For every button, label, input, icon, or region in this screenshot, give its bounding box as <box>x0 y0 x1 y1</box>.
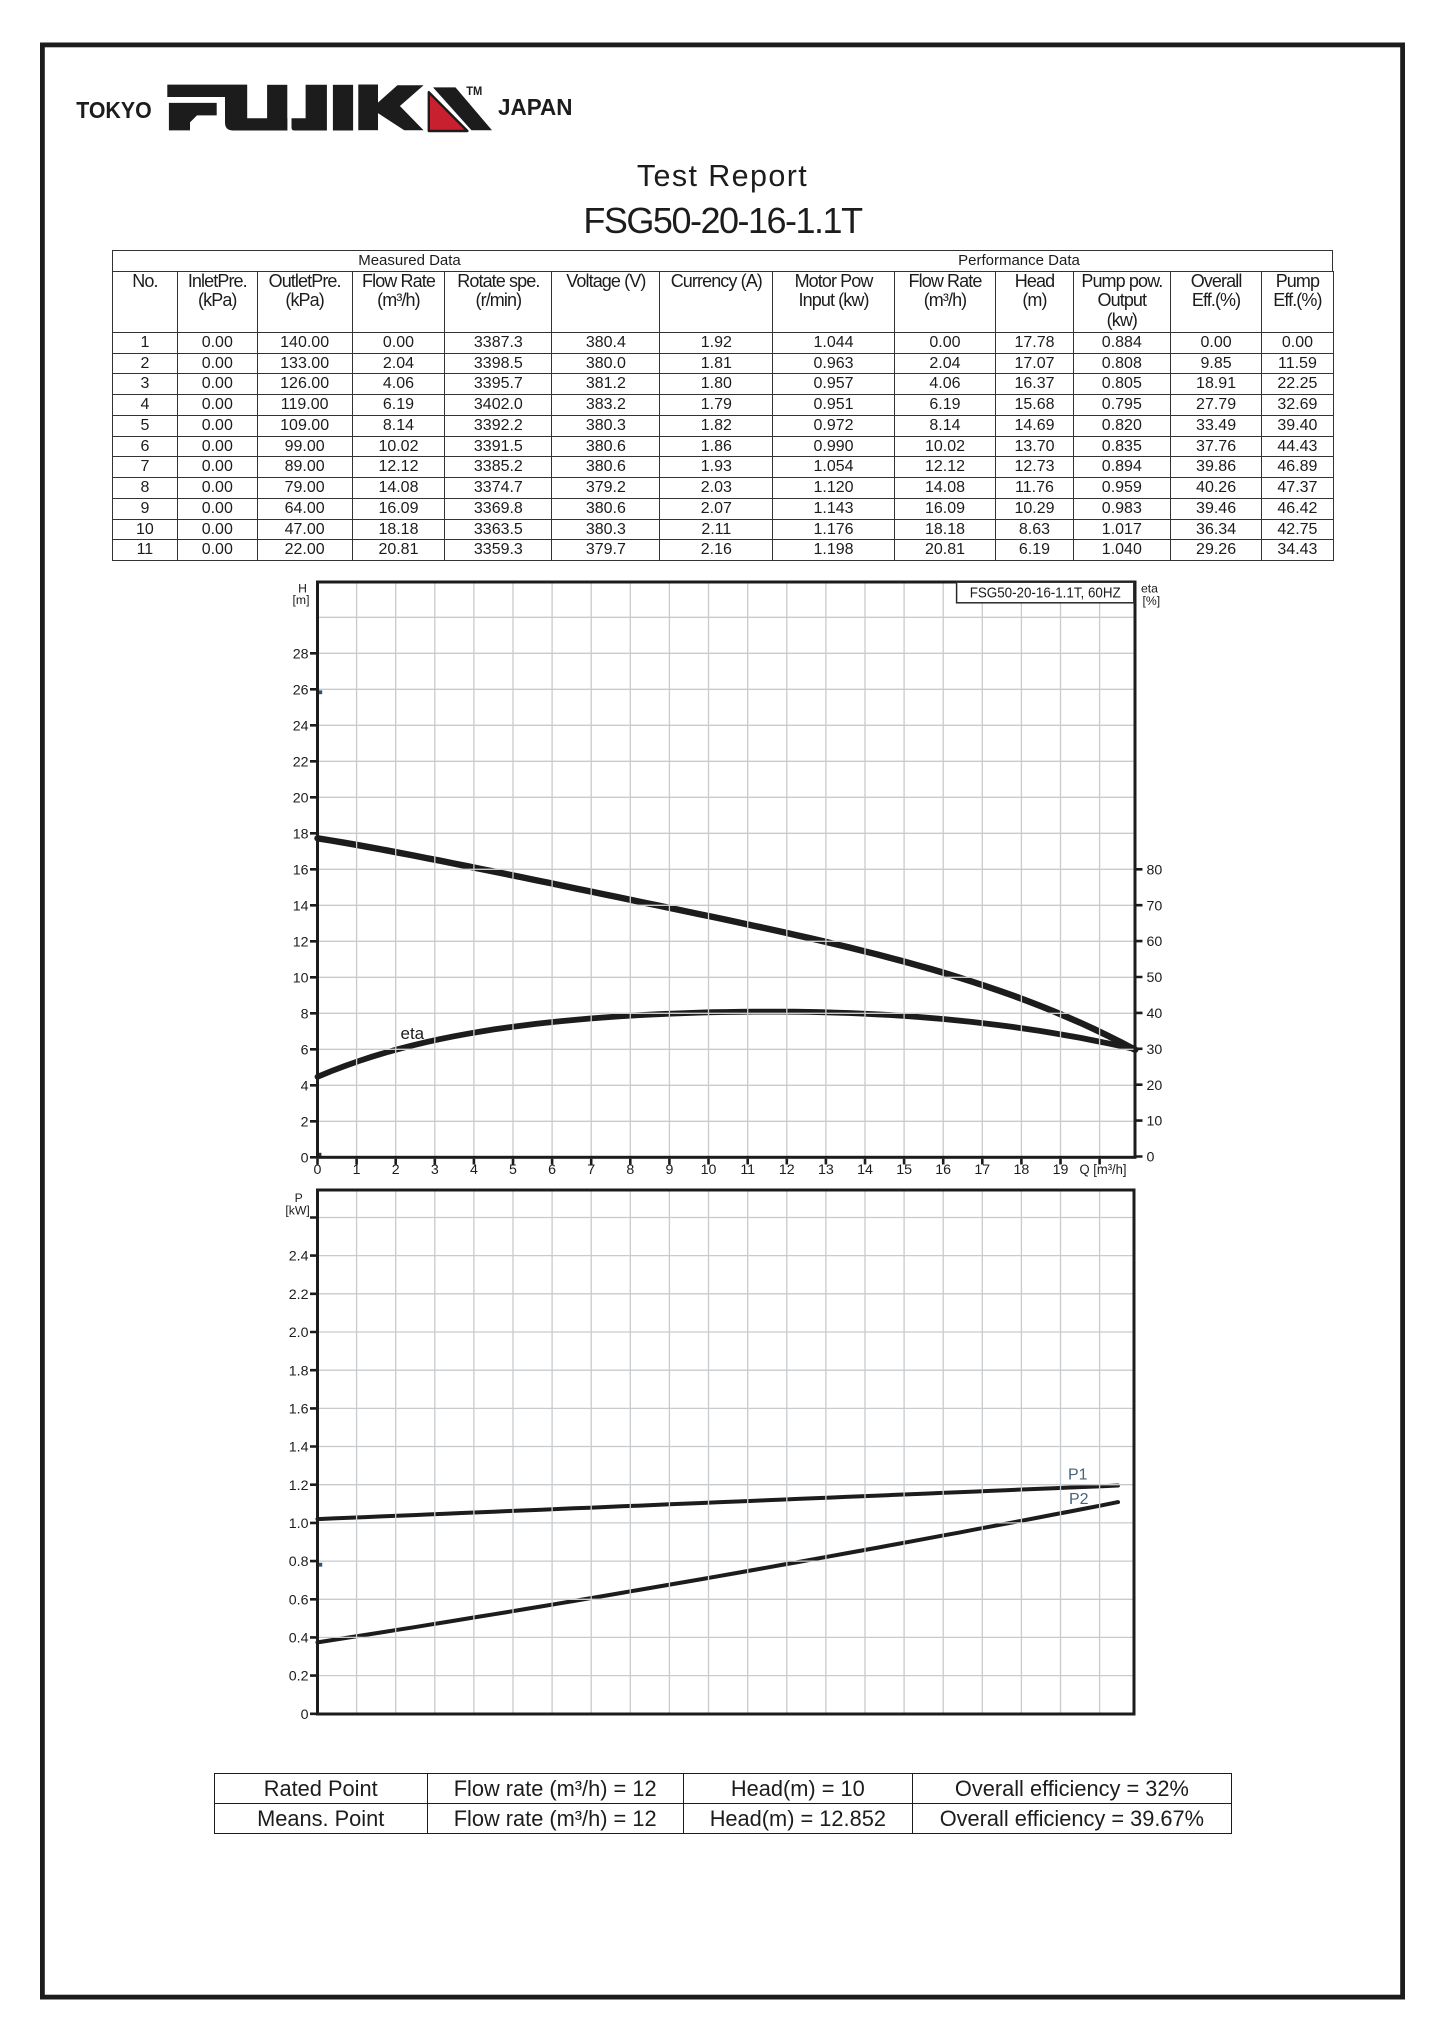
svg-text:30: 30 <box>1147 1042 1163 1058</box>
svg-text:P1: P1 <box>1068 1466 1088 1483</box>
svg-text:11: 11 <box>740 1162 755 1178</box>
svg-text:28: 28 <box>293 646 309 662</box>
svg-text:10: 10 <box>701 1162 717 1178</box>
svg-text:2: 2 <box>392 1162 400 1178</box>
svg-text:[%]: [%] <box>1143 594 1161 608</box>
svg-text:12: 12 <box>293 934 309 950</box>
svg-text:2.0: 2.0 <box>289 1325 309 1341</box>
svg-text:50: 50 <box>1147 970 1163 986</box>
svg-text:1.0: 1.0 <box>289 1516 309 1532</box>
svg-text:2.4: 2.4 <box>289 1249 309 1265</box>
svg-text:40: 40 <box>1147 1006 1163 1022</box>
svg-text:1.4: 1.4 <box>289 1440 309 1456</box>
svg-text:H: H <box>298 581 307 595</box>
svg-text:TM: TM <box>466 84 482 98</box>
svg-text:[m]: [m] <box>293 593 310 607</box>
svg-text:4: 4 <box>301 1078 309 1094</box>
svg-text:7: 7 <box>587 1162 595 1178</box>
svg-text:80: 80 <box>1147 862 1163 878</box>
svg-text:8: 8 <box>301 1006 309 1022</box>
svg-text:0.2: 0.2 <box>289 1669 309 1685</box>
svg-text:2: 2 <box>301 1114 309 1130</box>
svg-text:0.6: 0.6 <box>289 1592 309 1608</box>
svg-text:14: 14 <box>857 1162 873 1178</box>
svg-text:0: 0 <box>314 1162 322 1178</box>
svg-text:4: 4 <box>470 1162 478 1178</box>
svg-text:0: 0 <box>1147 1150 1155 1166</box>
svg-text:eta: eta <box>401 1024 425 1043</box>
svg-text:0.4: 0.4 <box>289 1631 309 1647</box>
svg-text:1.2: 1.2 <box>289 1478 309 1494</box>
svg-text:TOKYO: TOKYO <box>76 97 152 123</box>
svg-text:17: 17 <box>974 1162 990 1178</box>
svg-text:6: 6 <box>301 1042 309 1058</box>
svg-text:13: 13 <box>818 1162 834 1178</box>
svg-text:0: 0 <box>301 1150 309 1166</box>
svg-text:26: 26 <box>293 682 309 698</box>
svg-text:6: 6 <box>548 1162 556 1178</box>
svg-text:0: 0 <box>301 1707 309 1723</box>
svg-text:JAPAN: JAPAN <box>498 94 573 120</box>
svg-text:5: 5 <box>509 1162 517 1178</box>
svg-text:20: 20 <box>293 790 309 806</box>
svg-text:22: 22 <box>293 754 309 770</box>
svg-text:70: 70 <box>1147 898 1163 914</box>
svg-text:16: 16 <box>935 1162 951 1178</box>
svg-text:20: 20 <box>1147 1078 1163 1094</box>
svg-text:14: 14 <box>293 898 309 914</box>
svg-text:3: 3 <box>431 1162 439 1178</box>
svg-text:19: 19 <box>1053 1162 1069 1178</box>
svg-text:9: 9 <box>665 1162 673 1178</box>
svg-text:60: 60 <box>1147 934 1163 950</box>
svg-text:P: P <box>295 1191 303 1205</box>
svg-text:15: 15 <box>896 1162 912 1178</box>
svg-text:P2: P2 <box>1069 1491 1089 1508</box>
svg-text:2.2: 2.2 <box>289 1287 309 1303</box>
svg-text:12: 12 <box>779 1162 795 1178</box>
svg-text:24: 24 <box>293 718 309 734</box>
svg-text:8: 8 <box>626 1162 634 1178</box>
svg-text:18: 18 <box>1014 1162 1030 1178</box>
svg-text:10: 10 <box>1147 1114 1163 1130</box>
svg-text:1: 1 <box>353 1162 361 1178</box>
svg-text:18: 18 <box>293 826 309 842</box>
svg-text:[kW]: [kW] <box>285 1203 309 1217</box>
svg-text:FSG50-20-16-1.1T, 60HZ: FSG50-20-16-1.1T, 60HZ <box>970 585 1121 602</box>
svg-text:16: 16 <box>293 862 309 878</box>
svg-text:0.8: 0.8 <box>289 1554 309 1570</box>
svg-text:eta: eta <box>1141 582 1158 596</box>
svg-text:1.6: 1.6 <box>289 1402 309 1418</box>
svg-text:Q [m³/h]: Q [m³/h] <box>1080 1162 1127 1178</box>
svg-text:1.8: 1.8 <box>289 1363 309 1379</box>
svg-text:10: 10 <box>293 970 309 986</box>
